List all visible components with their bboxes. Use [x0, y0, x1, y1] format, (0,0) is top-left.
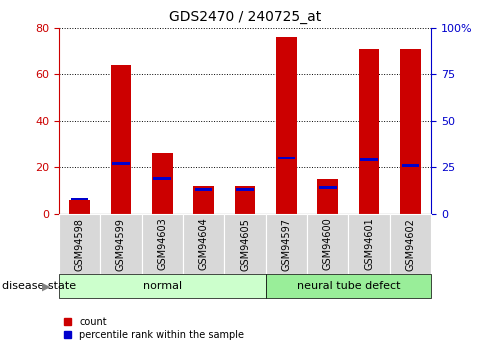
Bar: [71, 198, 88, 200]
Text: GSM94601: GSM94601: [364, 218, 374, 270]
Text: ▶: ▶: [42, 282, 51, 291]
Bar: [360, 158, 378, 161]
Bar: [112, 162, 130, 165]
Text: GSM94599: GSM94599: [116, 218, 126, 270]
Bar: [319, 186, 337, 189]
Bar: [235, 186, 255, 214]
Legend: count, percentile rank within the sample: count, percentile rank within the sample: [64, 317, 244, 340]
Bar: [277, 157, 295, 159]
Bar: [69, 200, 90, 214]
Bar: [318, 179, 338, 214]
Bar: [152, 153, 172, 214]
Text: GSM94600: GSM94600: [323, 218, 333, 270]
Bar: [153, 177, 171, 180]
Bar: [400, 49, 421, 214]
Text: normal: normal: [143, 282, 182, 291]
Bar: [236, 188, 254, 191]
Text: GSM94604: GSM94604: [198, 218, 209, 270]
Text: neural tube defect: neural tube defect: [296, 282, 400, 291]
Text: GSM94605: GSM94605: [240, 218, 250, 270]
Bar: [402, 164, 419, 167]
Bar: [193, 186, 214, 214]
Bar: [276, 37, 297, 214]
Text: GSM94597: GSM94597: [281, 218, 292, 270]
Title: GDS2470 / 240725_at: GDS2470 / 240725_at: [169, 10, 321, 24]
Bar: [195, 188, 212, 191]
Text: GSM94603: GSM94603: [157, 218, 167, 270]
Bar: [111, 65, 131, 214]
Bar: [359, 49, 379, 214]
Text: GSM94598: GSM94598: [74, 218, 84, 270]
Text: disease state: disease state: [2, 282, 76, 291]
Text: GSM94602: GSM94602: [406, 218, 416, 270]
